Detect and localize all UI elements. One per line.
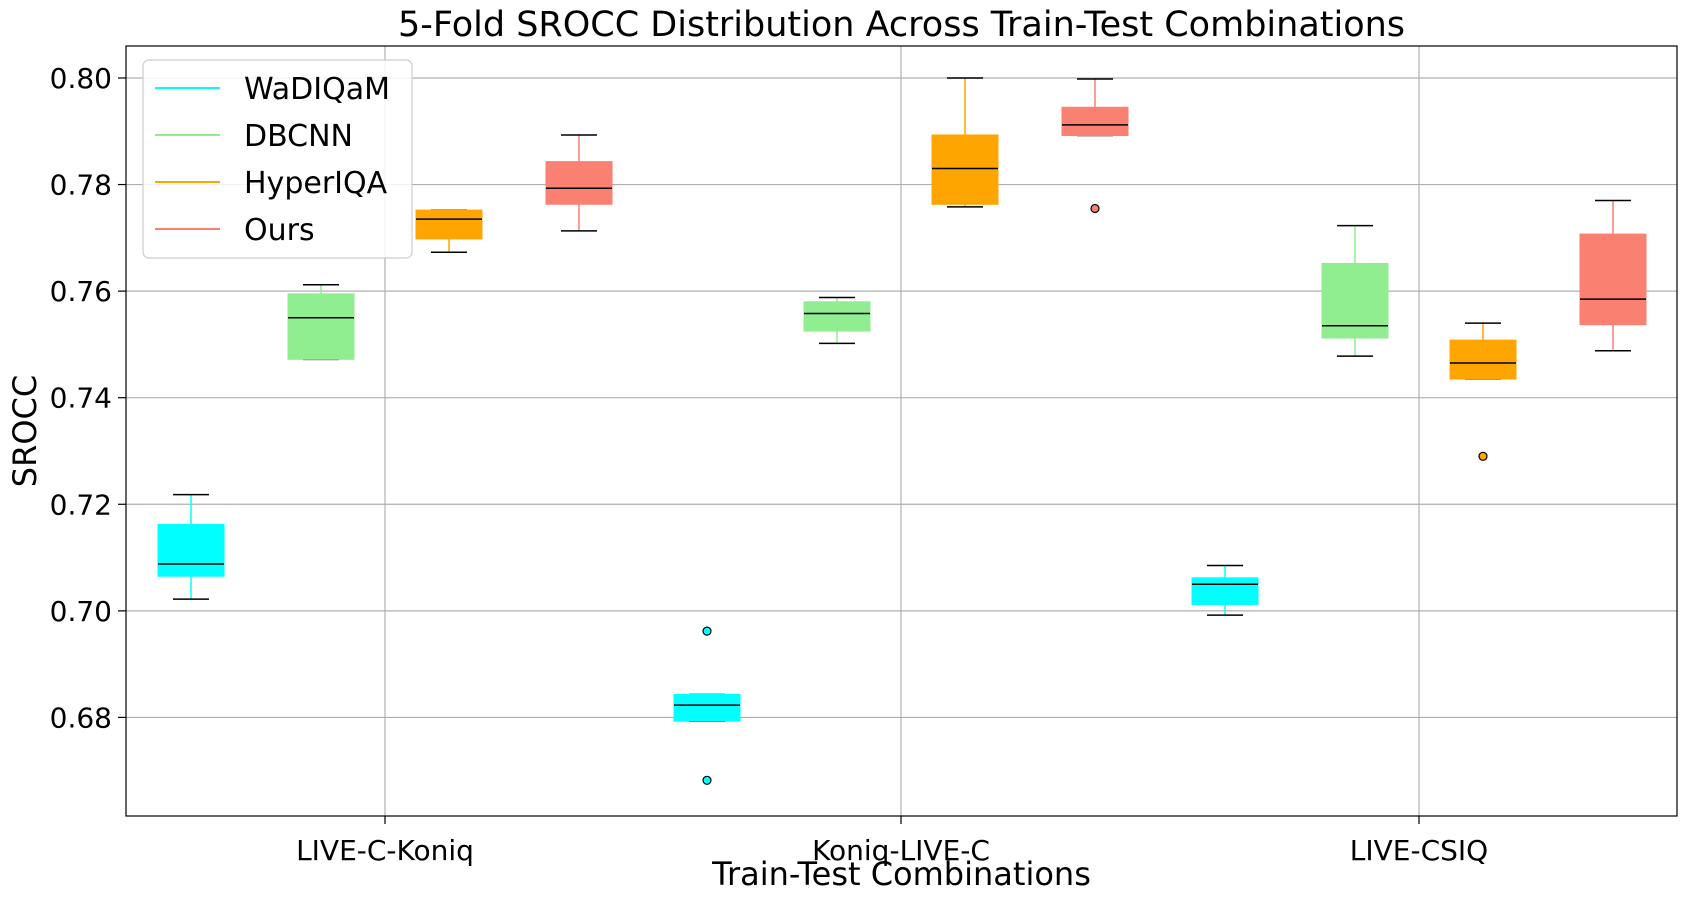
box-ours-2 [1579, 199, 1647, 352]
box-hyperiqa-0 [415, 209, 483, 253]
box-series [157, 77, 1647, 785]
x-axis-label: Train-Test Combinations [711, 855, 1091, 893]
y-tick-label: 0.68 [50, 701, 112, 734]
x-tick-label: LIVE-CSIQ [1350, 834, 1488, 867]
box-iqr [287, 293, 355, 360]
legend-label: DBCNN [244, 119, 353, 154]
box-dbcnn-2 [1321, 224, 1389, 357]
box-ours-0 [545, 134, 613, 232]
box-iqr [673, 694, 741, 722]
box-iqr [415, 209, 483, 240]
x-tick-label: Koniq-LIVE-C [812, 834, 990, 867]
legend-item-dbcnn: DBCNN [155, 119, 353, 154]
y-tick-label: 0.80 [50, 62, 112, 95]
y-axis-label: SROCC [6, 375, 44, 487]
y-tick-label: 0.78 [50, 169, 112, 202]
chart-title: 5-Fold SROCC Distribution Across Train-T… [398, 5, 1405, 45]
legend-item-hyperiqa: HyperIQA [155, 166, 388, 201]
axis-ticks: 0.68 0.70 0.72 0.74 0.76 0.78 0.80 LIVE-C-Koniq… [50, 62, 1489, 867]
box-iqr [1449, 339, 1517, 380]
y-tick-label: 0.74 [50, 382, 112, 415]
box-iqr [1579, 233, 1647, 326]
legend-item-wadiqam: WaDIQaM [155, 72, 390, 107]
box-wadiqam-2 [1191, 564, 1259, 616]
legend-item-ours: Ours [155, 213, 315, 248]
box-iqr [545, 161, 613, 205]
series-hyperiqa [415, 77, 1517, 461]
legend-label: Ours [244, 213, 315, 248]
x-tick-label: LIVE-C-Koniq [296, 834, 474, 867]
box-ours-1 [1061, 78, 1129, 214]
box-hyperiqa-1 [931, 77, 999, 208]
y-tick-label: 0.72 [50, 488, 112, 521]
box-iqr [803, 301, 871, 332]
legend-label: HyperIQA [244, 166, 388, 201]
box-iqr [157, 524, 225, 577]
series-ours [545, 78, 1647, 352]
outlier-point [702, 626, 712, 636]
legend: WaDIQaM DBCNN HyperIQA Ours [142, 59, 413, 259]
legend-label: WaDIQaM [244, 72, 390, 107]
box-wadiqam-1 [673, 626, 741, 785]
y-tick-label: 0.76 [50, 275, 112, 308]
series-wadiqam [157, 493, 1259, 785]
outlier-point [702, 775, 712, 785]
outlier-point [1478, 451, 1488, 461]
box-iqr [1321, 262, 1389, 339]
box-wadiqam-0 [157, 493, 225, 600]
box-dbcnn-0 [287, 283, 355, 361]
legend-frame [142, 59, 413, 259]
box-dbcnn-1 [803, 296, 871, 345]
box-iqr [1061, 106, 1129, 137]
box-iqr [931, 134, 999, 205]
series-dbcnn [287, 224, 1389, 361]
outlier-point [1090, 203, 1100, 214]
box-hyperiqa-2 [1449, 322, 1517, 461]
box-iqr [1191, 577, 1259, 605]
y-tick-label: 0.70 [50, 595, 112, 628]
